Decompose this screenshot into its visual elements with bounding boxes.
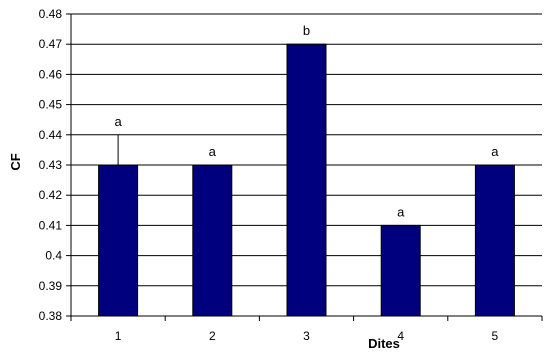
x-tick-label: 5: [492, 329, 499, 343]
y-tick-label: 0.47: [39, 37, 63, 51]
bar-label: a: [397, 204, 405, 219]
bar: [286, 43, 327, 317]
bars: [98, 43, 515, 317]
y-tick-label: 0.41: [39, 218, 63, 232]
y-tick-label: 0.39: [39, 279, 63, 293]
x-tick-label: 3: [303, 329, 310, 343]
bar-label: b: [303, 23, 310, 38]
x-tick-label: 2: [209, 329, 216, 343]
data-labels: a a b a a: [114, 23, 499, 219]
y-tick-label: 0.43: [39, 158, 63, 172]
y-axis-title: CF: [8, 153, 23, 170]
bar-label: a: [491, 144, 499, 159]
bar: [192, 164, 233, 317]
bar-label: a: [114, 114, 122, 129]
y-tick-label: 0.38: [39, 309, 63, 323]
x-axis-title: Dites: [368, 336, 400, 350]
bar: [98, 164, 139, 317]
y-tick-label: 0.4: [45, 249, 62, 263]
y-tick-label: 0.46: [39, 67, 63, 81]
y-tick-label: 0.45: [39, 98, 63, 112]
x-tick-label: 1: [115, 329, 122, 343]
y-tick-label: 0.42: [39, 188, 63, 202]
bar: [380, 224, 421, 317]
y-tick-label: 0.44: [39, 128, 63, 142]
bar-label: a: [209, 144, 217, 159]
y-tick-label: 0.48: [39, 7, 63, 21]
x-tick-label: 4: [397, 329, 404, 343]
axis-ticks: 0.38 0.39 0.4 0.41 0.42 0.43 0.44 0.45 0.46 0.47 0…: [39, 7, 543, 343]
bar: [474, 164, 515, 317]
